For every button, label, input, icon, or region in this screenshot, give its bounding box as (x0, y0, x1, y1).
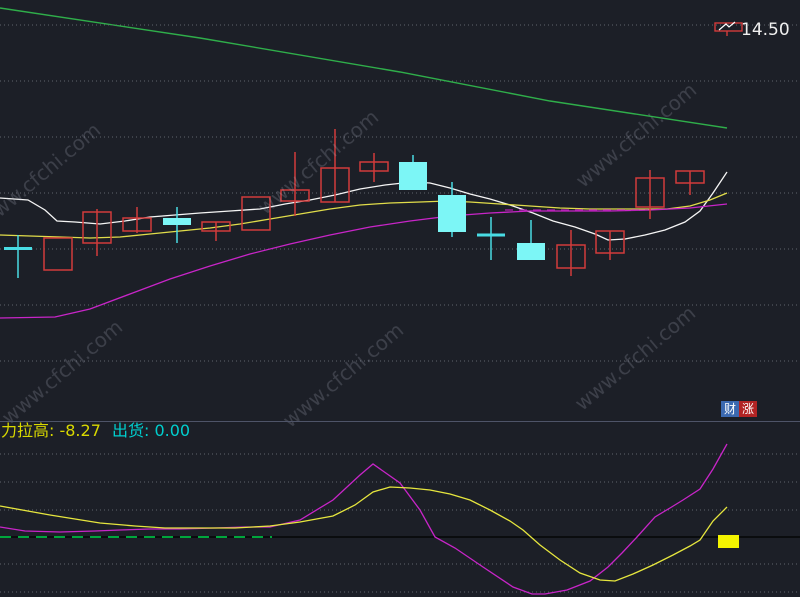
candle-body-up (122, 217, 152, 232)
candle (399, 155, 427, 190)
readout-pull-up: 力拉高: -8.27 (1, 421, 101, 440)
candle-body-up (635, 177, 665, 208)
candle-body-up (359, 161, 389, 172)
line-magenta-indicator (0, 443, 728, 595)
badge-char-cai: 财 (721, 401, 740, 417)
candle-body-up (556, 244, 586, 269)
candle (82, 209, 112, 256)
last-price-label: 14.50 (741, 21, 790, 40)
panel-splitter[interactable] (0, 421, 800, 422)
candle (43, 237, 73, 271)
candle-body-down (438, 195, 466, 232)
line-magenta-ma (0, 203, 728, 319)
candle (595, 230, 625, 260)
last-price-marker (0, 21, 800, 36)
candlestick-chart[interactable] (0, 0, 800, 421)
candle-body-down (399, 162, 427, 190)
line-white-ma (0, 171, 728, 241)
candle-body-up (201, 221, 231, 232)
candle-body-up (241, 196, 271, 231)
candle (280, 152, 310, 216)
indicator-readout: 力拉高: -8.27 出货: 0.00 (1, 422, 196, 440)
candle-body-down (163, 218, 191, 225)
candle (438, 182, 466, 237)
candle (320, 129, 350, 203)
candle (201, 221, 231, 241)
candle-body-up (43, 237, 73, 271)
candle (635, 170, 665, 219)
candle (556, 230, 586, 276)
candle (359, 153, 389, 182)
readout-chuhuo: 出货: 0.00 (111, 421, 191, 440)
candle (122, 207, 152, 233)
line-yellow-ma (0, 192, 728, 239)
candle (517, 220, 545, 260)
line-yellow-indicator (0, 486, 728, 582)
indicator-panel-chart[interactable] (0, 421, 800, 597)
badge-char-zhang: 涨 (739, 401, 758, 417)
candle-body-up (320, 167, 350, 203)
yellow-signal-block (718, 535, 739, 548)
candle (4, 235, 32, 278)
candle-body-down (517, 243, 545, 260)
candle (675, 170, 705, 195)
candle-body-up (675, 170, 705, 184)
candle-body-up (82, 211, 112, 244)
candle-body-up (280, 189, 310, 202)
pen-icon (718, 21, 736, 31)
candle-body-up (595, 230, 625, 254)
last-price-value: 14.50 (741, 20, 790, 40)
caizhang-badge[interactable]: 财 涨 (721, 401, 758, 417)
marker-candle-body (714, 22, 743, 32)
candle (241, 196, 271, 231)
candle (163, 207, 191, 243)
candle (477, 217, 505, 260)
line-green-trend (0, 7, 728, 129)
